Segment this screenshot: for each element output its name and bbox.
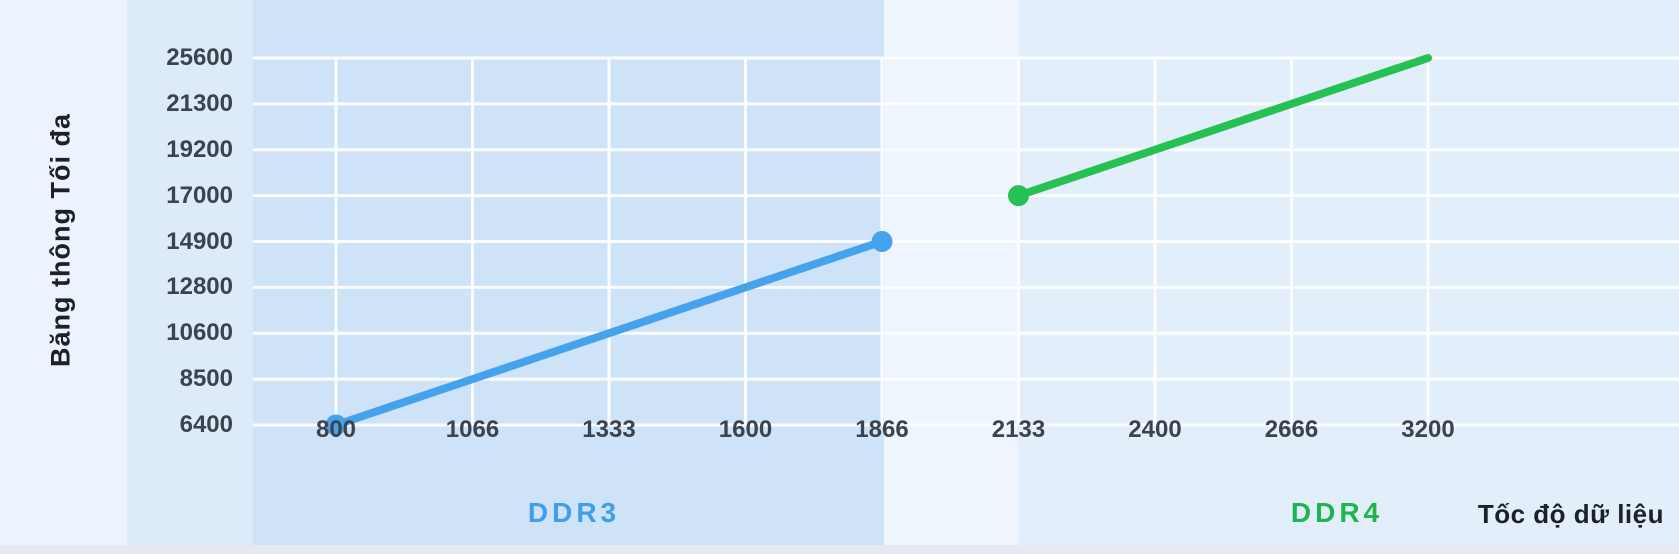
y-tick-label: 12800 (166, 273, 233, 301)
y-tick-label: 25600 (166, 44, 233, 71)
x-tick-label: 2666 (1264, 416, 1319, 443)
ddr4-series-label: DDR4 (1290, 497, 1384, 528)
ddr3-series-label: DDR3 (527, 497, 621, 528)
x-tick-label: 1600 (718, 416, 773, 443)
x-tick-label: 1866 (855, 416, 909, 443)
x-tick-label: 800 (315, 416, 357, 443)
y-tick-label: 14900 (166, 227, 233, 255)
y-axis-title: Băng thông Tối đa (45, 113, 76, 367)
ddr3-point-marker (871, 231, 893, 252)
y-tick-label: 10600 (166, 319, 233, 347)
x-tick-label: 2400 (1128, 416, 1182, 443)
band-gap (884, 0, 1018, 545)
ddr4-band (1018, 0, 1679, 545)
y-tick-label: 17000 (166, 181, 233, 209)
y-label-band (127, 0, 253, 545)
ddr4-line (1014, 54, 1432, 200)
y-tick-label: 8500 (179, 365, 233, 393)
x-tick-label: 1066 (445, 416, 500, 443)
ddr3-point-marker (325, 414, 347, 436)
y-tick-label: 21300 (166, 89, 233, 117)
x-tick-label: 3200 (1401, 416, 1455, 443)
x-tick-label: 1333 (582, 416, 636, 443)
y-tick-label: 6400 (179, 411, 233, 438)
bottom-strip (0, 545, 1679, 554)
ddr4-point-marker (1008, 185, 1029, 207)
x-axis-title: Tốc độ dữ liệu (1477, 499, 1664, 529)
ddr3-line (332, 237, 886, 429)
y-tick-label: 19200 (166, 135, 233, 163)
x-tick-label: 2133 (991, 416, 1046, 443)
